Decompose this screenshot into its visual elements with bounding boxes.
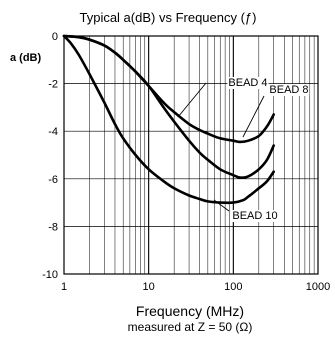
series-line	[62, 34, 275, 205]
series-label-background	[227, 77, 269, 89]
y-tick-label: -8	[48, 221, 58, 233]
label-leader-line	[177, 82, 207, 118]
series-label: BEAD 8	[269, 84, 308, 96]
y-axis-label: a (dB)	[10, 52, 42, 64]
series-line	[62, 34, 275, 179]
series-lines	[62, 34, 275, 205]
y-tick-label: -10	[42, 269, 58, 281]
chart-title: Typical a(dB) vs Frequency (ƒ)	[79, 10, 256, 25]
y-tick-label: -2	[48, 79, 58, 91]
x-tick-label: 1	[61, 281, 67, 293]
y-tick-label: -6	[48, 174, 58, 186]
tick-labels: 1 10 100 1000 0 -2 -4 -6 -8 -10	[42, 31, 330, 293]
measurement-note: measured at Z = 50 (Ω)	[128, 320, 253, 334]
x-tick-label: 10	[143, 281, 155, 293]
plot-frame	[63, 35, 319, 275]
x-tick-label: 1000	[306, 281, 330, 293]
label-leader-line	[242, 95, 265, 138]
y-tick-label: -4	[48, 126, 58, 138]
label-leader-line	[213, 199, 230, 212]
x-tick-label: 100	[224, 281, 242, 293]
x-axis-label: Frequency (MHz)	[136, 303, 244, 319]
series-label-background	[268, 84, 310, 96]
series-label-background	[231, 210, 279, 222]
grid	[63, 35, 319, 275]
series-label: BEAD 10	[232, 210, 277, 222]
y-tick-label: 0	[52, 31, 58, 43]
series-label: BEAD 4	[228, 77, 267, 89]
